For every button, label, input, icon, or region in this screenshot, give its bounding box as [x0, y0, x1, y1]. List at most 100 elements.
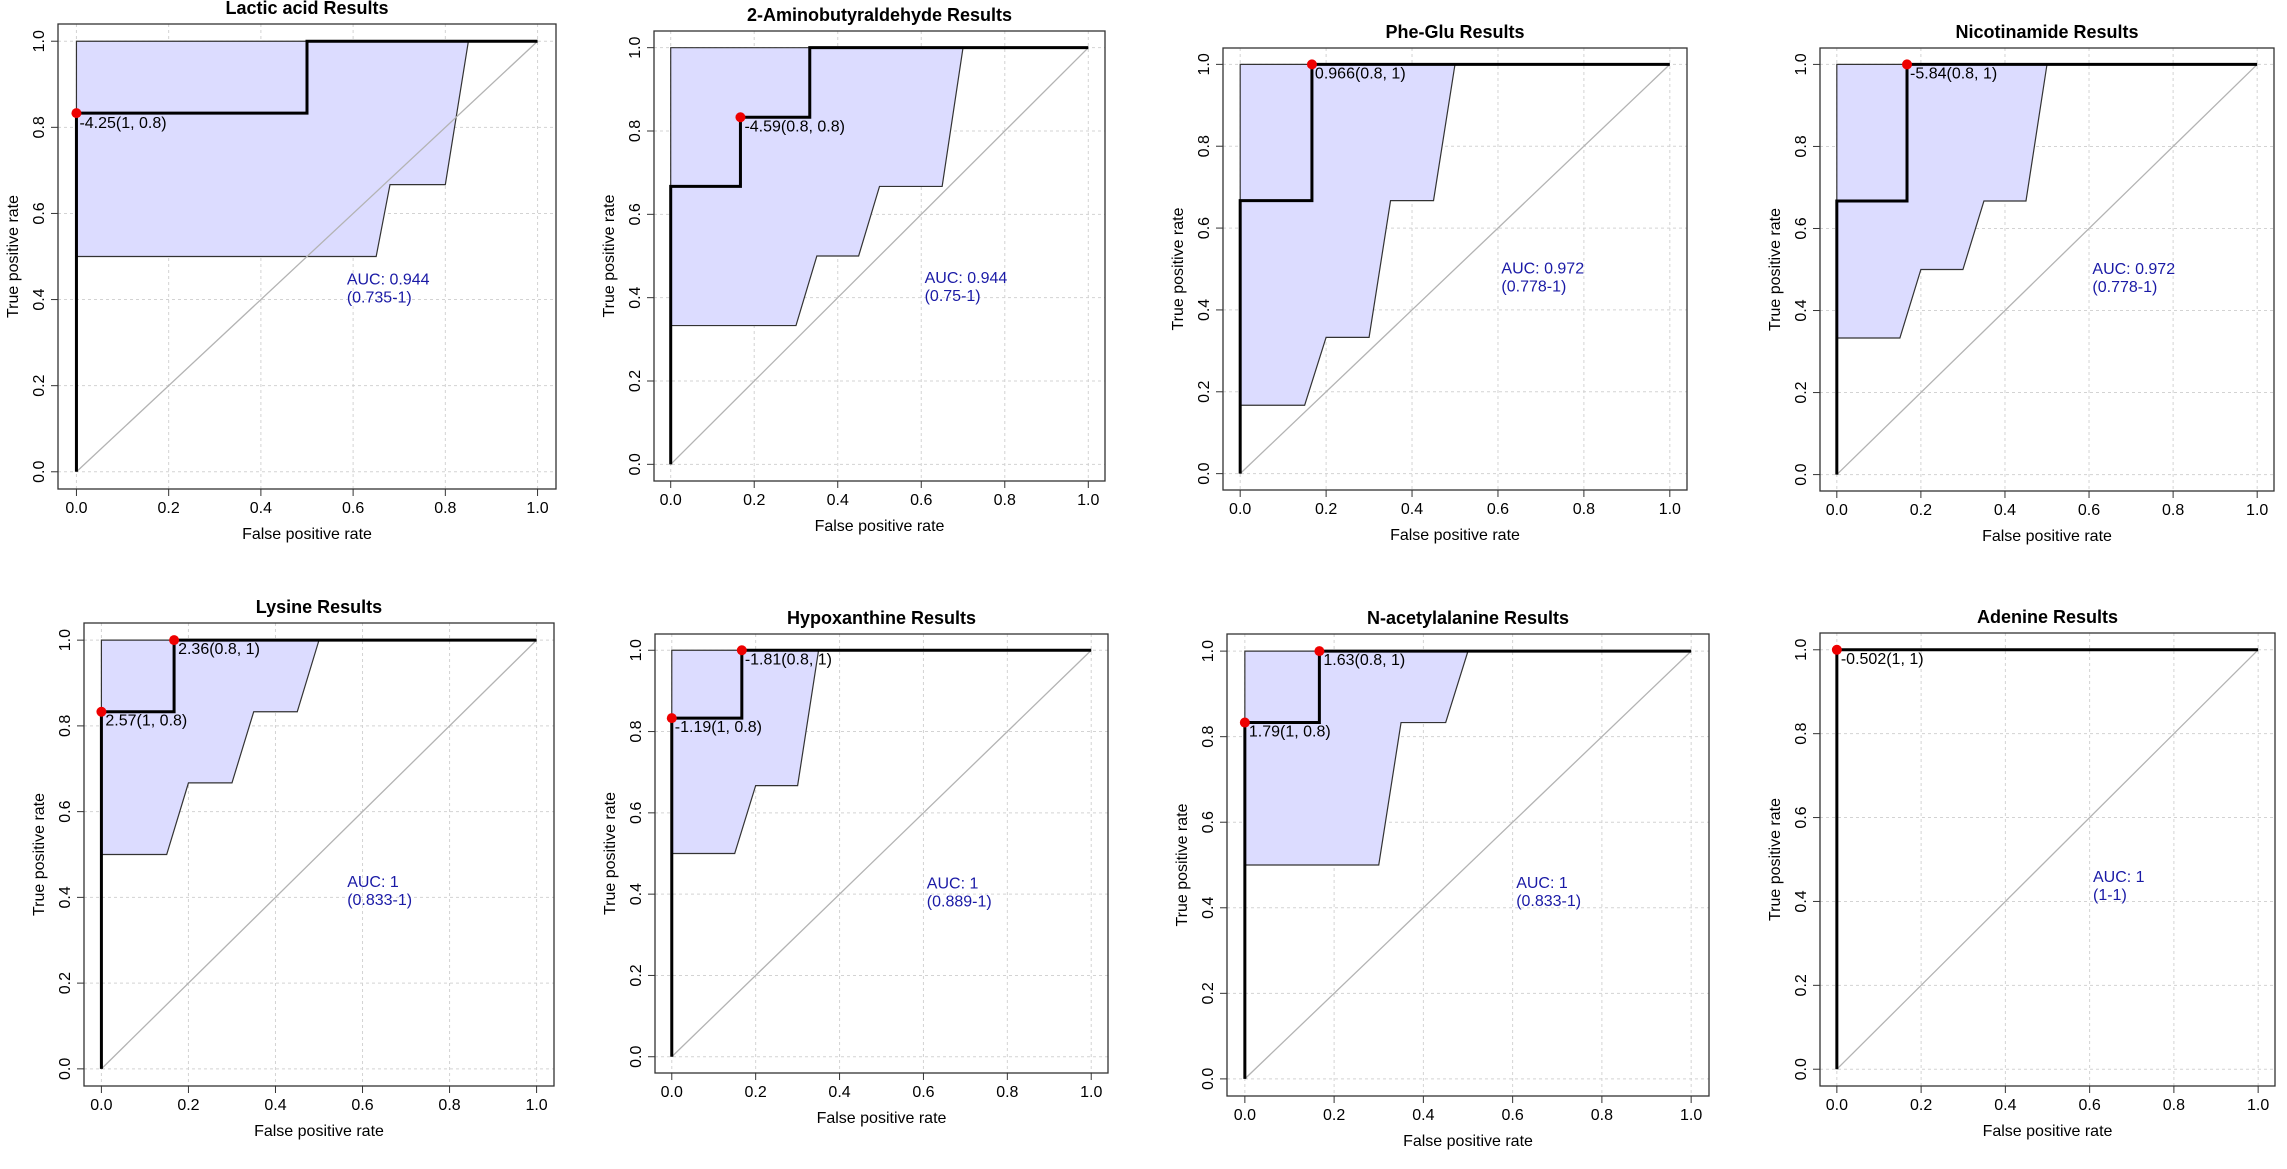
threshold-label: 1.79(1, 0.8) [1249, 724, 1331, 741]
x-axis-label: False positive rate [1983, 1123, 2113, 1140]
x-tick-label: 0.2 [743, 492, 765, 509]
x-tick-label: 0.0 [1826, 1097, 1848, 1114]
y-tick-label: 0.0 [1793, 463, 1810, 485]
roc-curve [670, 648, 1092, 1057]
x-tick-label: 0.8 [1591, 1107, 1613, 1124]
x-axis-label: False positive rate [815, 518, 945, 535]
x-tick-label: 0.6 [910, 492, 932, 509]
y-axis-label: True positive rate [602, 792, 619, 915]
y-tick-label: 0.2 [1793, 381, 1810, 403]
auc-ci-label: (0.778-1) [1501, 278, 1566, 295]
y-tick-label: 0.8 [1793, 135, 1810, 157]
x-tick-label: 0.6 [1487, 501, 1509, 518]
y-tick-label: 0.4 [1200, 897, 1217, 919]
ci-band [1244, 650, 1469, 866]
x-tick-label: 0.0 [1229, 501, 1251, 518]
auc-label: AUC: 1 [347, 874, 399, 891]
x-tick-label: 0.6 [2079, 1097, 2101, 1114]
x-tick-label: 0.8 [994, 492, 1016, 509]
x-tick-label: 1.0 [1080, 1084, 1102, 1101]
threshold-label: 2.57(1, 0.8) [105, 713, 187, 730]
chart-title: Hypoxanthine Results [787, 608, 976, 628]
threshold-label: -4.25(1, 0.8) [79, 115, 166, 132]
y-tick-label: 1.0 [627, 36, 644, 58]
y-tick-label: 0.4 [57, 886, 74, 908]
x-tick-label: 0.2 [1323, 1107, 1345, 1124]
x-tick-label: 0.4 [1412, 1107, 1434, 1124]
auc-label: AUC: 0.972 [1501, 260, 1584, 277]
chart-title: Phe-Glu Results [1385, 22, 1524, 42]
y-tick-label: 1.0 [31, 30, 48, 52]
y-tick-label: 0.8 [1793, 722, 1810, 744]
x-tick-label: 0.8 [1573, 501, 1595, 518]
threshold-label: 2.36(0.8, 1) [178, 641, 260, 658]
x-tick-label: 0.0 [661, 1084, 683, 1101]
x-tick-label: 1.0 [1659, 501, 1681, 518]
y-tick-label: 0.0 [57, 1058, 74, 1080]
threshold-point [169, 635, 180, 646]
chart-title: Lysine Results [256, 597, 382, 617]
y-axis-label: True positive rate [1767, 798, 1784, 921]
y-axis-label: True positive rate [1174, 803, 1191, 926]
ci-band [100, 639, 320, 856]
x-tick-label: 1.0 [526, 500, 548, 517]
chart-title: 2-Aminobutyraldehyde Results [747, 5, 1012, 25]
y-tick-label: 0.2 [627, 370, 644, 392]
y-axis-label: True positive rate [31, 793, 48, 916]
plot-frame [57, 23, 557, 490]
x-tick-label: 1.0 [1680, 1107, 1702, 1124]
y-tick-label: 0.2 [1196, 381, 1213, 403]
auc-label: AUC: 1 [1516, 875, 1568, 892]
plot-frame [83, 622, 555, 1087]
x-tick-label: 0.8 [2163, 1097, 2185, 1114]
x-tick-label: 0.6 [2078, 502, 2100, 519]
y-tick-label: 0.0 [627, 453, 644, 475]
threshold-label: -5.84(0.8, 1) [1910, 65, 1997, 82]
y-axis-label: True positive rate [601, 194, 618, 317]
roc-curve [1835, 62, 2258, 475]
ci-band [1239, 63, 1456, 406]
roc-curve [74, 39, 538, 472]
x-tick-label: 0.2 [1910, 502, 1932, 519]
y-tick-label: 0.6 [31, 202, 48, 224]
threshold-label: 1.63(0.8, 1) [1323, 652, 1405, 669]
y-tick-label: 0.8 [627, 120, 644, 142]
y-tick-label: 0.4 [1196, 299, 1213, 321]
roc-curve [1243, 649, 1692, 1079]
chance-diagonal [1244, 650, 1692, 1080]
x-tick-label: 0.2 [1315, 501, 1337, 518]
auc-ci-label: (1-1) [2093, 887, 2127, 904]
plot-frame [653, 30, 1106, 482]
auc-label: AUC: 1 [927, 876, 979, 893]
auc-ci-label: (0.778-1) [2092, 279, 2157, 296]
threshold-point [1831, 644, 1842, 655]
x-tick-label: 0.4 [828, 1084, 850, 1101]
y-tick-label: 0.2 [1793, 974, 1810, 996]
threshold-point [735, 112, 746, 123]
chance-diagonal [1836, 649, 2259, 1070]
auc-label: AUC: 0.944 [347, 271, 430, 288]
y-tick-label: 0.6 [627, 203, 644, 225]
threshold-label: -1.19(1, 0.8) [675, 719, 762, 736]
x-tick-label: 0.4 [827, 492, 849, 509]
auc-ci-label: (0.735-1) [347, 289, 412, 306]
plot-frame [654, 633, 1109, 1074]
chance-diagonal [670, 47, 1089, 465]
roc-panel: 0.0 0.2 0.4 0.6 0.8 1.0 0.0 0.2 0.4 0.6 0.8 1.0 Lact… [5, 0, 557, 543]
auc-ci-label: (0.889-1) [927, 894, 992, 911]
roc-curve [99, 638, 537, 1069]
chance-diagonal [671, 649, 1092, 1058]
threshold-point [1902, 59, 1913, 70]
x-tick-label: 0.0 [660, 492, 682, 509]
y-tick-label: 1.0 [1793, 639, 1810, 661]
x-tick-label: 1.0 [525, 1097, 547, 1114]
x-tick-label: 0.4 [1994, 502, 2016, 519]
x-tick-label: 0.4 [1401, 501, 1423, 518]
y-tick-label: 0.4 [1793, 890, 1810, 912]
threshold-label: 0.966(0.8, 1) [1315, 65, 1406, 82]
x-tick-label: 0.0 [1234, 1107, 1256, 1124]
x-axis-label: False positive rate [1390, 527, 1520, 544]
x-tick-label: 0.8 [438, 1097, 460, 1114]
y-axis-label: True positive rate [1767, 208, 1784, 331]
